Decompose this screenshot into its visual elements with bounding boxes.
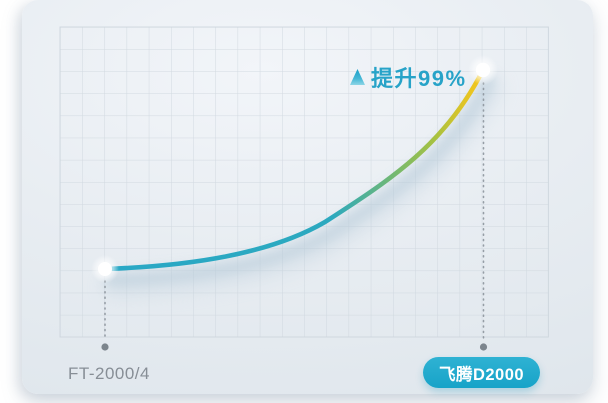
end-point-label: 飞腾D2000	[438, 365, 525, 384]
start-base-dot	[101, 343, 109, 351]
performance-curve	[102, 67, 486, 272]
start-point-label: FT-2000/4	[68, 364, 150, 383]
end-connector	[479, 82, 488, 351]
start-point-marker	[91, 255, 119, 283]
up-triangle-icon	[350, 69, 365, 85]
curve-shadow	[103, 74, 503, 298]
end-point-pill: 飞腾D2000	[423, 357, 540, 388]
end-point-marker	[468, 55, 498, 85]
start-connector	[101, 280, 109, 351]
improvement-text: 提升99%	[371, 66, 467, 91]
improvement-annotation: 提升99%	[350, 64, 467, 91]
end-base-dot	[479, 343, 488, 351]
